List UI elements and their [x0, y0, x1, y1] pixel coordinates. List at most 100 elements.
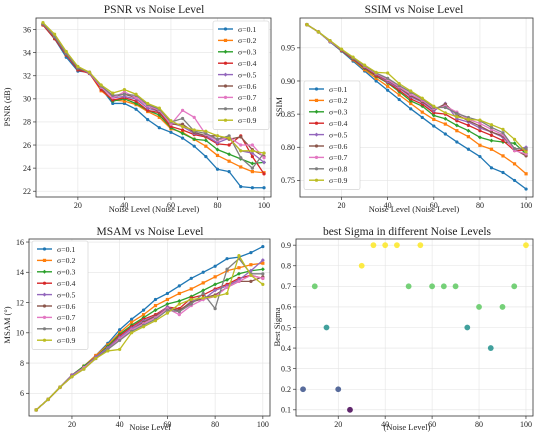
msam-x-tick-label: 20: [68, 420, 76, 429]
msam-data-point: [260, 258, 265, 263]
ssim-legend-marker: [314, 132, 319, 137]
psnr-data-point: [250, 154, 254, 159]
msam-data-point: [189, 302, 193, 306]
ssim-data-point: [512, 137, 517, 141]
msam-data-point: [260, 267, 265, 272]
psnr-data-point: [192, 137, 197, 142]
sigma-scatter-point: [417, 242, 424, 249]
psnr-data-point: [180, 136, 185, 140]
msam-data-point: [201, 281, 205, 285]
ssim-data-point: [478, 121, 482, 126]
ssim-data-point: [362, 63, 367, 67]
psnr-legend-marker: [223, 49, 228, 54]
psnr-data-point: [262, 186, 266, 190]
sigma-scatter-point: [523, 242, 529, 249]
sigma-scatter-point: [382, 242, 389, 249]
msam-data-point: [177, 302, 181, 306]
psnr-data-point: [227, 159, 231, 163]
msam-data-point: [130, 317, 134, 321]
psnr-legend-label: σ=0.5: [238, 70, 256, 79]
msam-y-tick-label: 10: [16, 329, 24, 338]
psnr-data-point: [157, 115, 161, 119]
psnr-data-point: [41, 21, 45, 25]
msam-data-point: [34, 408, 38, 412]
psnr-x-tick-label: 40: [120, 201, 128, 210]
psnr-data-point: [122, 88, 127, 92]
psnr-data-point: [111, 96, 115, 100]
ssim-y-label: SSIM: [274, 97, 284, 117]
msam-y-tick-label: 8: [20, 359, 24, 368]
ssim-data-point: [524, 172, 528, 176]
psnr-x-tick-label: 80: [213, 201, 221, 210]
msam-data-point: [213, 264, 217, 268]
ssim-data-point: [339, 47, 344, 51]
psnr-data-point: [250, 143, 254, 147]
psnr-data-point: [134, 107, 138, 111]
sigma-scatter-point: [429, 283, 435, 290]
psnr-data-point: [239, 149, 243, 153]
msam-data-point: [153, 319, 158, 323]
psnr-legend-label: σ=0.6: [238, 82, 256, 91]
msam-x-label: Noise Level: [129, 422, 171, 432]
sigma-plot: 20 40 60 80 100 0.1 0.2 0.3 0.4 0.5 0.6 0.7 0.8 0.9: [281, 238, 534, 429]
ssim-data-point: [524, 150, 528, 154]
msam-x-tick-label: 40: [116, 420, 124, 429]
ssim-title: SSIM vs Noise Level: [365, 4, 464, 16]
msam-data-point: [261, 282, 265, 286]
sigma-scatter-point: [476, 304, 482, 310]
msam-y-tick-label: 12: [16, 298, 24, 307]
ssim-legend-label: σ=0.1: [329, 85, 347, 94]
ssim-data-point: [478, 154, 482, 159]
psnr-legend-marker: [223, 61, 228, 65]
ssim-data-point: [501, 170, 505, 175]
psnr-data-point: [111, 91, 115, 95]
msam-legend-marker: [42, 315, 47, 319]
psnr-legend-label: σ=0.2: [238, 36, 256, 45]
msam-data-point: [213, 294, 217, 299]
psnr-series-line: [42, 24, 265, 189]
psnr-legend-marker: [223, 118, 228, 122]
ssim-legend-marker: [314, 87, 319, 91]
psnr-data-point: [169, 130, 173, 134]
ssim-data-point: [501, 139, 505, 143]
msam-data-point: [249, 251, 253, 255]
ssim-data-point: [409, 107, 413, 111]
ssim-data-point: [443, 132, 447, 136]
psnr-x-tick-label: 20: [74, 201, 82, 210]
sigma-y-tick-label: 0.9: [281, 241, 291, 250]
ssim-legend-box: [303, 80, 361, 190]
psnr-data-point: [227, 143, 231, 147]
ssim-data-point: [489, 133, 494, 137]
msam-data-point: [201, 296, 205, 300]
psnr-data-point: [169, 124, 173, 129]
msam-plot: 20 40 60 80 1006810121416σ=0.1σ=0.2σ=0.3σ=0.…: [16, 238, 271, 429]
psnr-data-point: [111, 93, 115, 97]
psnr-legend: σ=0.1 σ=0.2 σ=0.3 σ=0.4 σ=0.5 σ=0.6 σ=0.7 σ=0.8…: [212, 20, 270, 130]
msam-data-point: [201, 288, 206, 293]
sigma-scatter-point: [347, 406, 353, 413]
sigma-x-tick-label: 60: [428, 420, 436, 429]
psnr-y-tick-label: 32: [23, 72, 31, 81]
msam-data-point: [46, 397, 50, 401]
psnr-data-point: [157, 106, 161, 110]
psnr-data-point: [146, 118, 150, 122]
msam-data-point: [261, 244, 265, 249]
ssim-data-point: [397, 93, 401, 97]
sigma-y-tick-label: 0.6: [281, 303, 291, 312]
ssim-data-point: [477, 135, 482, 140]
psnr-data-point: [169, 122, 173, 126]
psnr-data-point: [180, 122, 185, 126]
psnr-y-label: PSNR (dB): [2, 87, 12, 126]
msam-data-point: [165, 297, 169, 302]
ssim-data-point: [386, 84, 390, 88]
ssim-legend-marker: [314, 109, 319, 114]
msam-data-point: [213, 288, 218, 293]
psnr-y-tick-label: 26: [23, 141, 31, 150]
psnr-y-tick-label: 22: [23, 187, 31, 196]
msam-data-point: [213, 306, 217, 311]
psnr-legend-marker: [223, 107, 228, 111]
psnr-y-tick-label: 28: [23, 118, 31, 127]
psnr-legend-marker: [223, 72, 228, 77]
ssim-data-point: [443, 122, 447, 126]
psnr-data-point: [76, 64, 80, 69]
